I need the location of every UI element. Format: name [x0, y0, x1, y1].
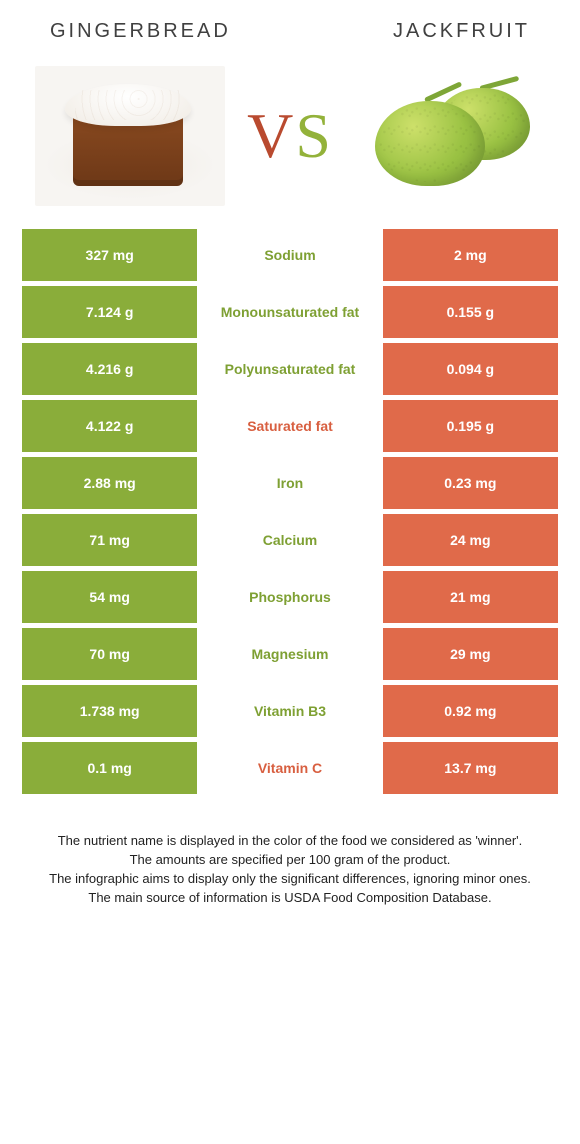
left-value: 54 mg [22, 571, 197, 623]
left-value: 70 mg [22, 628, 197, 680]
vs-label: VS [247, 99, 333, 173]
right-value: 0.23 mg [383, 457, 558, 509]
footnote-line: The main source of information is USDA F… [36, 889, 544, 908]
nutrition-table: 327 mgSodium2 mg 7.124 gMonounsaturated f… [20, 229, 560, 794]
nutrient-label: Sodium [202, 229, 377, 281]
right-value: 0.92 mg [383, 685, 558, 737]
infographic-container: GINGERBREAD JACKFRUIT VS 327 mgSodium2 m… [0, 0, 580, 927]
right-value: 0.195 g [383, 400, 558, 452]
footnote-line: The infographic aims to display only the… [36, 870, 544, 889]
right-value: 0.155 g [383, 286, 558, 338]
hero-row: VS [20, 53, 560, 229]
right-value: 21 mg [383, 571, 558, 623]
nutrient-label: Vitamin B3 [202, 685, 377, 737]
nutrient-label: Calcium [202, 514, 377, 566]
nutrient-label: Phosphorus [202, 571, 377, 623]
nutrient-label: Monounsaturated fat [202, 286, 377, 338]
left-value: 2.88 mg [22, 457, 197, 509]
left-value: 7.124 g [22, 286, 197, 338]
right-value: 2 mg [383, 229, 558, 281]
left-food-title: GINGERBREAD [50, 20, 231, 43]
right-value: 13.7 mg [383, 742, 558, 794]
footnote-line: The amounts are specified per 100 gram o… [36, 851, 544, 870]
right-value: 0.094 g [383, 343, 558, 395]
right-food-title: JACKFRUIT [393, 20, 530, 43]
nutrient-label: Iron [202, 457, 377, 509]
left-value: 4.122 g [22, 400, 197, 452]
nutrient-label: Polyunsaturated fat [202, 343, 377, 395]
footnote-line: The nutrient name is displayed in the co… [36, 832, 544, 851]
vs-letter-s: S [295, 100, 333, 171]
nutrient-label: Vitamin C [202, 742, 377, 794]
left-value: 1.738 mg [22, 685, 197, 737]
left-value: 71 mg [22, 514, 197, 566]
right-value: 29 mg [383, 628, 558, 680]
left-value: 327 mg [22, 229, 197, 281]
footnotes: The nutrient name is displayed in the co… [20, 832, 560, 927]
vs-letter-v: V [247, 100, 295, 171]
nutrient-label: Saturated fat [202, 400, 377, 452]
jackfruit-image [350, 61, 550, 211]
right-value: 24 mg [383, 514, 558, 566]
left-value: 4.216 g [22, 343, 197, 395]
nutrient-label: Magnesium [202, 628, 377, 680]
gingerbread-image [30, 61, 230, 211]
left-value: 0.1 mg [22, 742, 197, 794]
titles-row: GINGERBREAD JACKFRUIT [20, 20, 560, 53]
